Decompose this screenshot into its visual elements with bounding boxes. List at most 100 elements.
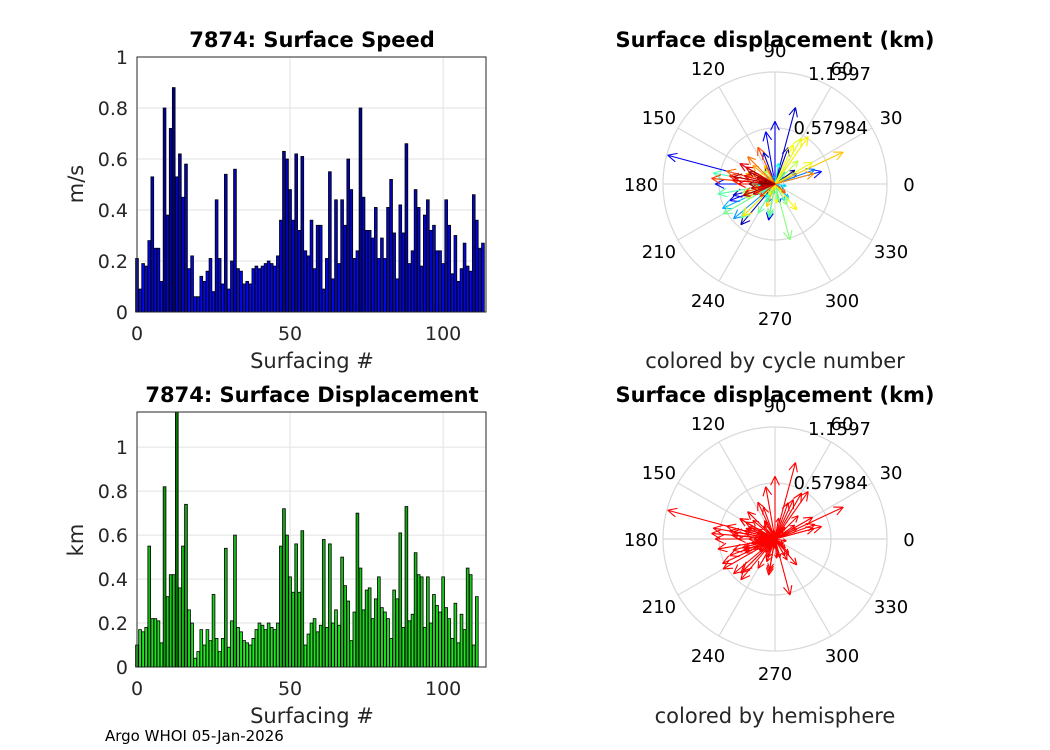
- axis-frame: [136, 56, 487, 313]
- data-bar: [401, 627, 406, 668]
- x-tick-label: 0: [131, 323, 143, 345]
- data-bar: [306, 255, 311, 313]
- data-bar: [407, 620, 412, 668]
- data-bar: [233, 534, 237, 668]
- data-bar: [272, 629, 277, 668]
- displacement-vector: [774, 136, 809, 185]
- y-tick-label: 0.2: [98, 251, 128, 273]
- data-bar: [165, 596, 170, 668]
- data-bar: [263, 263, 268, 313]
- data-bar: [196, 296, 201, 313]
- y-tick-label: 0.8: [98, 98, 128, 120]
- data-bar: [315, 224, 320, 313]
- polar-spoke: [774, 538, 873, 596]
- data-bar: [386, 618, 390, 668]
- data-bar: [447, 224, 452, 313]
- polar-angle-label: 330: [874, 597, 908, 618]
- displacement-vector: [765, 538, 776, 563]
- displacement-vector: [774, 183, 798, 211]
- data-bar: [435, 605, 439, 668]
- data-bar: [211, 594, 216, 668]
- displacement-vector: [774, 526, 815, 540]
- displacement-vector: [774, 491, 809, 540]
- data-bar: [309, 622, 314, 668]
- displacement-bar-chart: 7874: Surface Displacement 0 0.2 0.4 0.6 0.8…: [64, 383, 487, 728]
- data-bar: [398, 204, 403, 313]
- data-bar: [260, 265, 265, 313]
- polar-angle-label: 210: [642, 242, 676, 263]
- data-bar: [401, 232, 406, 313]
- data-bar: [383, 611, 387, 668]
- data-bar: [407, 263, 412, 313]
- data-bar: [478, 247, 482, 313]
- x-tick-label: 100: [425, 323, 461, 345]
- polar-angle-label: 150: [642, 463, 676, 484]
- y-tick-label: 0.4: [98, 569, 128, 591]
- data-bar: [429, 622, 433, 668]
- polar-angle-label: 0: [903, 175, 914, 196]
- data-bar: [171, 574, 176, 668]
- displacement-vector: [757, 501, 776, 540]
- data-bar: [380, 607, 384, 668]
- polar-angle-label: 210: [642, 597, 676, 618]
- data-bar: [205, 629, 210, 668]
- displacement-vector: [774, 462, 798, 540]
- y-tick-label: 0: [116, 657, 128, 679]
- data-bar: [187, 609, 191, 668]
- y-tick-label: 1: [116, 47, 128, 69]
- data-bar: [450, 273, 455, 313]
- polar-angle-label: 300: [825, 646, 859, 667]
- data-bar: [266, 622, 271, 668]
- data-bar: [459, 613, 464, 668]
- data-bar: [325, 258, 329, 313]
- data-bar: [349, 189, 354, 313]
- polar-cycle-chart: Surface displacement (km) 0 30 60 90 120 150 1…: [615, 28, 934, 373]
- data-bar: [475, 596, 479, 668]
- data-bar: [398, 532, 403, 668]
- data-bar: [153, 618, 158, 668]
- data-bar: [227, 288, 231, 313]
- displacement-vector: [774, 538, 786, 549]
- data-bar: [416, 207, 421, 313]
- data-bar: [395, 278, 399, 313]
- polar-angle-label: 30: [880, 108, 903, 129]
- data-bar: [404, 143, 409, 313]
- data-bar: [321, 288, 326, 313]
- data-bar: [459, 268, 464, 313]
- data-bar: [315, 631, 320, 668]
- data-bar: [422, 214, 427, 313]
- data-bar: [392, 589, 396, 668]
- data-bar: [162, 107, 167, 313]
- polar-angle-label: 90: [764, 41, 787, 62]
- data-bar: [468, 574, 473, 668]
- data-bar: [141, 631, 145, 668]
- data-bar: [187, 268, 191, 313]
- displacement-vector: [774, 538, 798, 566]
- data-bar: [447, 618, 452, 668]
- displacement-vector: [742, 183, 776, 197]
- displacement-vector: [748, 171, 776, 185]
- data-bar: [233, 168, 237, 313]
- data-bar: [150, 618, 155, 668]
- data-bar: [471, 644, 476, 668]
- polar-angle-label: 180: [624, 530, 658, 551]
- data-bar: [334, 609, 338, 668]
- data-bar: [367, 229, 372, 313]
- data-bar: [450, 638, 455, 668]
- data-bar: [374, 207, 378, 313]
- data-bar: [184, 163, 188, 313]
- data-bar: [453, 602, 458, 668]
- displacement-chart-title: 7874: Surface Displacement: [145, 383, 478, 407]
- polar-ring-label: 0.57984: [793, 118, 867, 139]
- data-bar: [456, 642, 461, 668]
- data-bar: [230, 260, 234, 313]
- x-tick-label: 0: [131, 678, 143, 700]
- data-bar: [190, 622, 194, 668]
- displacement-vector: [742, 538, 776, 552]
- data-bar: [263, 629, 268, 668]
- data-bar: [426, 199, 430, 313]
- displacement-xlabel: Surfacing #: [250, 704, 374, 728]
- data-bar: [236, 627, 240, 668]
- data-bar: [312, 268, 317, 313]
- data-bar: [199, 629, 204, 668]
